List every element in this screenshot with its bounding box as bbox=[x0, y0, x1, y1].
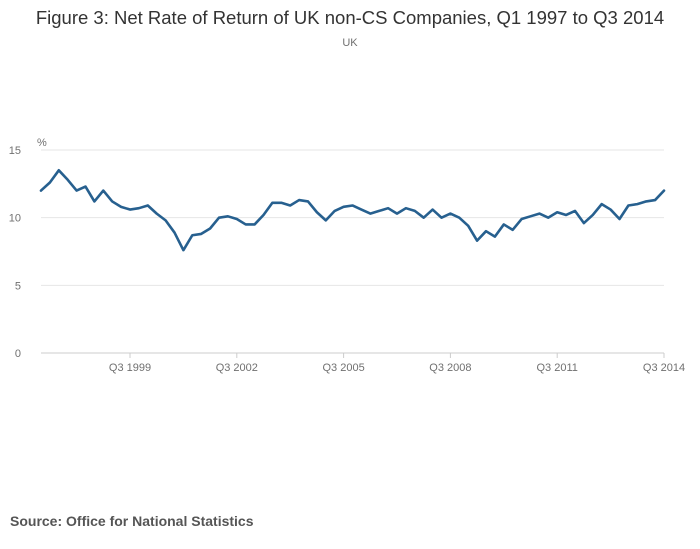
x-tick-label: Q3 2011 bbox=[537, 362, 578, 374]
x-tick-label: Q3 2002 bbox=[216, 362, 258, 374]
source-note: Source: Office for National Statistics bbox=[10, 513, 254, 529]
x-axis-ticks: Q3 1999 Q3 2002 Q3 2005 Q3 2008 Q3 2011 Q3 20… bbox=[109, 353, 685, 374]
gridlines bbox=[41, 149, 664, 286]
series-group bbox=[39, 169, 666, 252]
x-tick-label: Q3 1999 bbox=[109, 362, 151, 374]
y-axis-unit-label: % bbox=[37, 137, 47, 149]
y-axis-ticks: 0 5 10 15 bbox=[9, 145, 21, 360]
y-tick-label: 0 bbox=[15, 348, 21, 360]
y-tick-label: 10 bbox=[9, 213, 21, 225]
y-tick-label: 15 bbox=[9, 145, 21, 157]
x-tick-label: Q3 2005 bbox=[322, 362, 364, 374]
chart-title: Figure 3: Net Rate of Return of UK non-C… bbox=[35, 7, 665, 28]
series-line bbox=[39, 169, 666, 252]
x-tick-label: Q3 2008 bbox=[429, 362, 471, 374]
x-tick-label: Q3 2014 bbox=[643, 362, 685, 374]
y-tick-label: 5 bbox=[15, 280, 21, 292]
chart-subtitle: UK bbox=[342, 37, 358, 49]
